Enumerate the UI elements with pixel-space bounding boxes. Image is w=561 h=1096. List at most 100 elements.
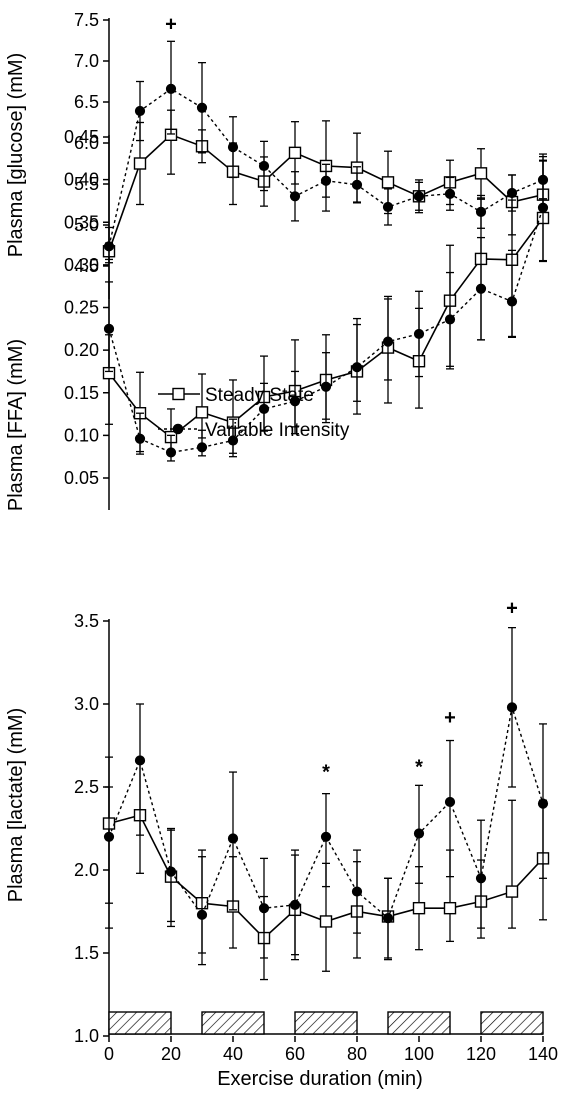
ffa-plot-area (102, 153, 550, 462)
glucose-variable-intensity-point (258, 160, 270, 172)
x-tick-label: 60 (285, 1044, 305, 1064)
lactate-y-ticks: 1.0 1.5 2.0 2.5 3.0 3.5 (74, 611, 110, 1046)
x-axis: 0 20 40 60 80 100 120 140 (104, 1036, 558, 1064)
glucose-variable-intensity-point (289, 191, 301, 202)
x-tick-label: 100 (404, 1044, 434, 1064)
ffa-variable-intensity-point (413, 328, 425, 340)
ffa-variable-intensity-point (196, 442, 208, 453)
glucose-y-tick-label: 4.5 (74, 256, 99, 276)
exercise-bout-box (387, 1011, 451, 1035)
lactate-panel: Plasma [lactate] (mM) 1.0 1.5 2.0 2.5 3.0 3.5… (5, 597, 558, 1090)
glucose-y-tick-label: 5.0 (74, 215, 99, 235)
exercise-bouts (108, 1011, 544, 1035)
ffa-variable-intensity-point (289, 396, 301, 407)
lactate-variable-intensity-point (351, 886, 363, 897)
glucose-variable-intensity-point (165, 83, 177, 94)
glucose-variable-intensity-point (134, 105, 146, 117)
lactate-y-tick-label: 1.5 (74, 943, 99, 963)
ffa-y-tick-label: 0.15 (64, 383, 99, 403)
exercise-bout-box (480, 1011, 544, 1035)
ffa-y-tick-label: 0.20 (64, 340, 99, 360)
lactate-y-tick-label: 2.5 (74, 777, 99, 797)
lactate-y-tick-label: 3.0 (74, 694, 99, 714)
glucose-steady-state-point (288, 146, 302, 160)
glucose-plot-area: + (102, 14, 550, 264)
ffa-y-axis-title: Plasma [FFA] (mM) (5, 339, 27, 511)
lactate-variable-intensity-point (475, 873, 487, 884)
legend-steady-state-label: Steady State (205, 385, 314, 406)
x-tick-label: 80 (347, 1044, 367, 1064)
glucose-significance-marker: + (165, 14, 177, 36)
glucose-variable-intensity-point (351, 179, 363, 190)
lactate-steady-state-point (443, 901, 457, 915)
exercise-bout-box (201, 1011, 265, 1035)
ffa-variable-intensity-point (103, 323, 115, 334)
ffa-y-tick-label: 0.25 (64, 298, 99, 318)
x-tick-label: 0 (104, 1044, 114, 1064)
ffa-steady-state-point (195, 406, 209, 419)
glucose-variable-intensity-point (320, 175, 332, 186)
ffa-variable-intensity-point (165, 447, 177, 458)
x-tick-label: 40 (223, 1044, 243, 1064)
ffa-variable-intensity-point (506, 296, 518, 307)
ffa-variable-intensity-point (227, 435, 239, 446)
ffa-y-tick-label: 0.05 (64, 468, 99, 488)
lactate-variable-intensity-point (258, 903, 270, 914)
ffa-y-tick-label: 0.30 (64, 255, 99, 275)
glucose-steady-state-point (133, 157, 147, 170)
lactate-significance-marker: + (506, 597, 518, 619)
lactate-y-tick-label: 1.0 (74, 1026, 99, 1046)
x-tick-label: 20 (161, 1044, 181, 1064)
lactate-significance-marker: * (415, 757, 423, 779)
x-axis-title: Exercise duration (min) (217, 1068, 423, 1090)
ffa-variable-intensity-point (475, 283, 487, 294)
legend-variable-intensity-marker (172, 423, 184, 435)
x-tick-label: 140 (528, 1044, 558, 1064)
glucose-variable-intensity-point (227, 142, 239, 153)
lactate-steady-state-point (412, 901, 426, 915)
lactate-variable-intensity-point (537, 798, 549, 809)
lactate-variable-intensity-point (165, 866, 177, 877)
lactate-significance-marker: * (322, 762, 330, 784)
lactate-variable-intensity-point (413, 828, 425, 839)
ffa-y-tick-label: 0.45 (64, 127, 99, 147)
glucose-steady-state-point (474, 167, 488, 180)
lactate-variable-intensity-point (134, 755, 146, 766)
legend-variable-intensity-label: Variable Intensity (205, 420, 350, 441)
ffa-y-tick-label: 0.40 (64, 170, 99, 190)
legend-entry-steady-state: Steady State (158, 385, 314, 406)
glucose-y-tick-label: 6.0 (74, 133, 99, 153)
legend-entry-variable-intensity: Variable Intensity (158, 420, 350, 441)
glucose-variable-intensity-point (382, 201, 394, 213)
lactate-variable-intensity-point (382, 913, 394, 924)
ffa-y-tick-label: 0.10 (64, 425, 99, 445)
lactate-variable-intensity-point (506, 702, 518, 713)
glucose-variable-intensity-point (506, 187, 518, 199)
glucose-variable-intensity-line (108, 88, 544, 247)
lactate-variable-intensity-point (320, 831, 332, 842)
lactate-variable-intensity-point (196, 909, 208, 920)
lactate-steady-state-point (505, 885, 519, 898)
lactate-y-axis-title: Plasma [lactate] (mM) (5, 708, 27, 902)
ffa-y-tick-label: 0.35 (64, 212, 99, 232)
ffa-variable-intensity-point (351, 362, 363, 373)
glucose-variable-intensity-point (444, 188, 456, 199)
glucose-variable-intensity-point (196, 102, 208, 113)
lactate-plot-area: * * + + (102, 597, 550, 981)
glucose-y-tick-label: 5.5 (74, 174, 99, 194)
legend-steady-state-marker (172, 387, 185, 401)
lactate-y-tick-label: 3.5 (74, 611, 99, 631)
ffa-variable-intensity-point (258, 403, 270, 415)
ffa-y-ticks: 0.05 0.10 0.15 0.20 0.25 0.30 0.35 0.40 0.45 (64, 127, 110, 510)
lactate-significance-marker: + (444, 707, 456, 729)
glucose-y-axis-title: Plasma [glucose] (mM) (5, 53, 27, 258)
glucose-steady-state-point (381, 176, 395, 189)
x-tick-label: 120 (466, 1044, 496, 1064)
ffa-variable-intensity-point (320, 381, 332, 392)
glucose-y-tick-label: 7.5 (74, 10, 99, 30)
ffa-variable-intensity-point (382, 336, 394, 347)
exercise-bout-box (108, 1011, 172, 1035)
glucose-variable-intensity-point (413, 191, 425, 202)
lactate-steady-state-point (319, 915, 333, 928)
